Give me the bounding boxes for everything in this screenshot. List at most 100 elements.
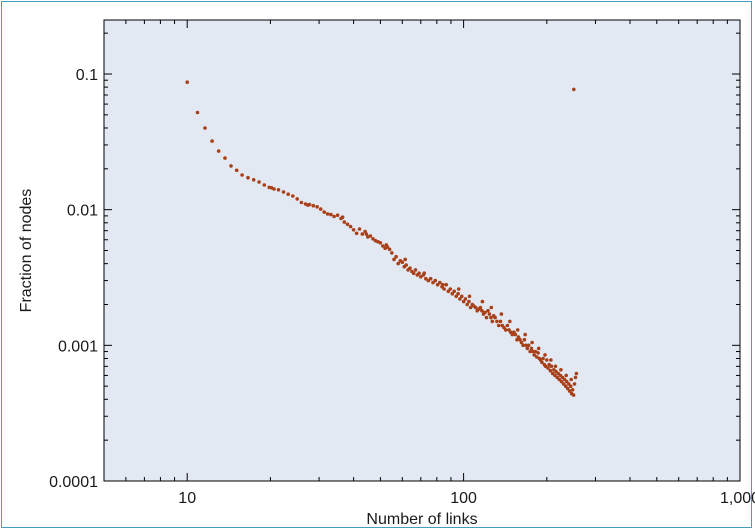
data-point [524,343,528,348]
data-point [564,373,568,378]
data-point [368,234,373,238]
data-point [458,297,462,301]
data-point [452,289,457,294]
data-point [518,337,522,342]
data-point [342,220,347,224]
data-point [428,276,433,281]
data-point [408,266,412,271]
data-point [291,194,295,198]
data-point [522,337,527,342]
data-point [234,168,239,173]
plot-area [103,19,741,482]
data-point [567,389,572,393]
data-point [286,192,291,196]
data-point [450,291,455,296]
data-point [257,180,261,184]
data-point [480,299,485,304]
data-point [549,358,553,362]
data-point [495,319,499,324]
data-point [489,305,494,310]
data-point [529,346,534,351]
data-point [371,237,375,241]
data-point [419,275,423,279]
data-point [513,332,518,337]
data-point [456,287,461,291]
data-point [433,278,438,283]
data-point [574,371,579,376]
data-point [318,207,323,211]
data-point [467,294,472,299]
data-point [203,126,207,130]
data-point [295,197,300,201]
data-point [426,278,431,283]
data-point [461,299,466,304]
data-point [262,183,267,187]
data-point [442,287,446,291]
y-axis-title: Fraction of nodes [18,189,35,313]
data-point [535,355,539,359]
data-point [496,323,501,328]
data-point [515,337,519,342]
data-point [487,312,492,316]
axis-ticks [103,20,741,482]
data-point [570,388,575,392]
data-point [448,287,453,291]
data-point [532,353,536,357]
data-point [322,210,327,214]
data-point [392,257,396,262]
data-point [499,312,504,316]
data-point [571,393,576,397]
data-points [185,80,579,397]
data-point [473,305,478,310]
data-point [378,241,383,245]
data-point [528,349,532,354]
data-point [351,228,356,232]
data-point [523,332,527,337]
data-point [195,110,200,115]
data-point [246,175,250,180]
data-point [417,271,421,276]
data-point [541,356,545,361]
data-point [468,305,473,310]
data-point [536,346,541,351]
data-point [568,384,573,389]
x-tick-label: 1,000 [720,490,755,507]
data-point [505,323,510,328]
data-point [565,386,570,391]
data-point [311,203,316,208]
data-point [332,214,336,219]
data-point [572,87,576,92]
data-point [396,261,401,266]
data-point [390,251,394,255]
data-point [240,173,244,177]
data-point [456,291,460,296]
data-point [543,353,547,357]
data-point [229,164,233,168]
data-point [546,366,550,370]
data-point [381,244,385,248]
data-point [548,368,553,373]
data-point [276,188,281,192]
data-point [364,232,369,236]
data-point [478,305,483,310]
data-point [210,139,214,143]
data-point [463,297,468,301]
y-tick-label: 0.01 [67,203,98,220]
data-point [549,364,554,369]
data-point [526,343,531,348]
data-point [515,328,520,332]
data-point [545,358,549,362]
data-point [325,212,330,216]
data-point [480,308,484,313]
data-point [400,260,405,265]
data-point [484,315,489,320]
data-point [223,156,227,160]
data-point [281,190,286,194]
data-point [521,343,525,348]
data-point [403,257,408,262]
data-point [553,364,558,369]
data-point [486,308,490,313]
data-point [530,340,534,345]
data-point [498,319,503,324]
